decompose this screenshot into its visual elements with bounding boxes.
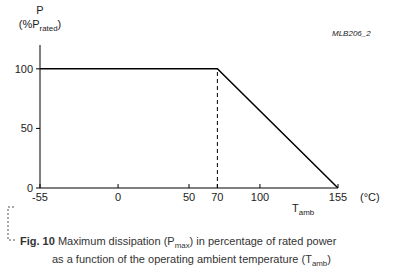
text-part: as a function of the operating ambient t… — [52, 253, 312, 265]
text-part: ) in percentage of rated power — [190, 235, 337, 247]
y-label: P — [36, 4, 43, 16]
text-part: P — [36, 4, 43, 16]
y-tick-label: 0 — [27, 182, 33, 194]
background — [0, 0, 410, 277]
figure-id: MLB206_2 — [332, 29, 371, 38]
y-tick — [36, 128, 40, 129]
x-tick-label: 0 — [115, 191, 121, 203]
text-part: (%P — [19, 18, 40, 30]
text-part: max — [175, 241, 190, 250]
x-label: Tamb — [292, 202, 315, 217]
x-tick-label: 100 — [251, 191, 269, 203]
text-part: ) — [58, 18, 62, 30]
y-tick-label: 100 — [15, 63, 33, 75]
y-tick-label: 50 — [21, 122, 33, 134]
text-part: amb — [312, 259, 328, 268]
x-tick-label: -55 — [32, 191, 48, 203]
x-tick-label: 155 — [329, 191, 347, 203]
chart: -5505070100155050100P(%Prated)Tamb(°C)ML… — [0, 0, 410, 277]
text-part: rated — [40, 24, 58, 33]
y-tick — [36, 68, 40, 69]
derating-curve — [40, 69, 338, 188]
x-tick-label: 70 — [211, 191, 223, 203]
x-unit: (°C) — [360, 191, 380, 203]
y-tick — [36, 188, 40, 189]
x-tick — [189, 184, 190, 188]
x-tick — [259, 184, 260, 188]
text-part: ) — [327, 253, 331, 265]
caption: as a function of the operating ambient t… — [52, 253, 331, 268]
x-tick — [118, 184, 119, 188]
caption: Fig. 10 Maximum dissipation (Pmax) in pe… — [20, 235, 337, 250]
y-unit: (%Prated) — [19, 18, 61, 33]
text-part: Maximum dissipation (P — [55, 235, 175, 247]
text-part: amb — [299, 208, 315, 217]
x-tick-label: 50 — [183, 191, 195, 203]
bracket — [8, 207, 16, 240]
text-part: Fig. 10 — [20, 235, 55, 247]
y-axis — [40, 45, 41, 188]
plot-area — [40, 69, 338, 188]
knee-line — [217, 69, 218, 188]
x-tick — [40, 184, 41, 188]
